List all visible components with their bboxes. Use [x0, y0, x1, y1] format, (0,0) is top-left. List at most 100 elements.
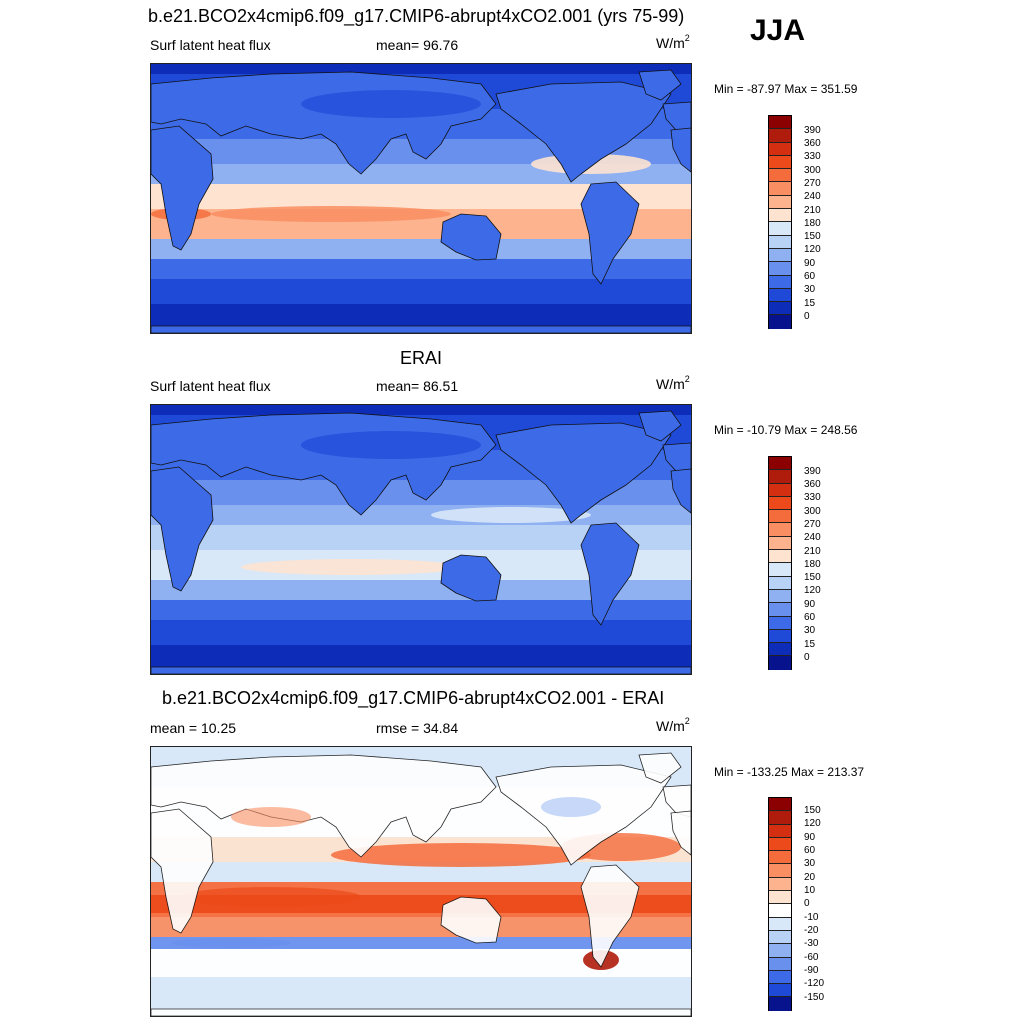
colorbar-tick: 330 [804, 492, 821, 503]
colorbar-swatch [769, 142, 791, 156]
colorbar-tick: 0 [804, 311, 810, 322]
colorbar-swatch [769, 523, 791, 537]
colorbar-swatch [769, 262, 791, 276]
colorbar-tick: -20 [804, 925, 819, 936]
colorbar-tick: -30 [804, 938, 819, 949]
colorbar-swatch [769, 851, 791, 865]
colorbar-tick: 10 [804, 885, 816, 896]
colorbar-tick: 360 [804, 479, 821, 490]
colorbar-tick: 390 [804, 125, 821, 136]
panel-title: ERAI [400, 348, 443, 368]
mean-label: mean= 86.51 [376, 378, 459, 394]
colorbar-tick: 30 [804, 625, 816, 636]
colorbar-swatch [769, 616, 791, 630]
colorbar-swatch [769, 656, 791, 670]
colorbar-swatch [769, 589, 791, 604]
colorbar-swatch [769, 904, 791, 918]
colorbar-tick: 30 [804, 858, 816, 869]
colorbar-swatch [769, 155, 791, 170]
colorbar-tick: 180 [804, 218, 821, 229]
map-diff [150, 746, 692, 1017]
map-model [150, 63, 692, 334]
map-obs [150, 404, 692, 675]
colorbar-swatch [769, 837, 791, 852]
colorbar-tick: 180 [804, 559, 821, 570]
colorbar-tick: 210 [804, 205, 821, 216]
colorbar-swatch [769, 195, 791, 210]
colorbar-swatch [769, 550, 791, 564]
colorbar-tick: 90 [804, 599, 816, 610]
units-label: W/m2 [656, 716, 690, 734]
colorbar-tick: 240 [804, 532, 821, 543]
colorbar-swatch [769, 129, 791, 143]
colorbar-swatch [769, 997, 791, 1011]
colorbar-swatch [769, 510, 791, 524]
colorbar-tick: 240 [804, 191, 821, 202]
colorbar-obs [768, 456, 792, 670]
colorbar-swatch [769, 169, 791, 183]
colorbar-tick: 0 [804, 898, 810, 909]
colorbar-swatch [769, 643, 791, 657]
colorbar-tick: 390 [804, 466, 821, 477]
mean-label: mean = 10.25 [150, 720, 237, 736]
colorbar-tick: -60 [804, 952, 819, 963]
colorbar-tick: 150 [804, 231, 821, 242]
min-max-label: Min = -87.97 Max = 351.59 [714, 82, 858, 96]
colorbar-tick: 360 [804, 138, 821, 149]
colorbar-tick: 150 [804, 572, 821, 583]
colorbar-swatch [769, 811, 791, 825]
colorbar-tick: 90 [804, 832, 816, 843]
colorbar-swatch [769, 576, 791, 590]
min-max-label: Min = -10.79 Max = 248.56 [714, 423, 858, 437]
colorbar-tick: -10 [804, 912, 819, 923]
colorbar-tick: 30 [804, 284, 816, 295]
colorbar-swatch [769, 288, 791, 303]
panel-title: b.e21.BCO2x4cmip6.f09_g17.CMIP6-abrupt4x… [148, 6, 685, 26]
colorbar-tick: -150 [804, 992, 825, 1003]
colorbar-swatch [769, 970, 791, 985]
colorbar-tick: 0 [804, 652, 810, 663]
colorbar-swatch [769, 824, 791, 838]
colorbar-swatch [769, 798, 791, 812]
colorbar-tick: 15 [804, 639, 816, 650]
colorbar-swatch [769, 470, 791, 484]
colorbar-swatch [769, 877, 791, 892]
colorbar-swatch [769, 457, 791, 471]
colorbar-diff [768, 797, 792, 1011]
colorbar-swatch [769, 116, 791, 130]
colorbar-tick: 60 [804, 612, 816, 623]
colorbar-swatch [769, 930, 791, 945]
colorbar-swatch [769, 302, 791, 316]
colorbar-swatch [769, 864, 791, 878]
colorbar-swatch [769, 182, 791, 196]
colorbar-swatch [769, 563, 791, 577]
colorbar-tick: 300 [804, 506, 821, 517]
colorbar-swatch [769, 275, 791, 289]
colorbar-swatch [769, 603, 791, 617]
colorbar-swatch [769, 248, 791, 263]
colorbar-swatch [769, 984, 791, 998]
colorbar-tick: 210 [804, 546, 821, 557]
colorbar-tick: 270 [804, 178, 821, 189]
colorbar-tick: 60 [804, 271, 816, 282]
colorbar-swatch [769, 944, 791, 958]
colorbar-tick: 120 [804, 585, 821, 596]
colorbar-swatch [769, 209, 791, 223]
colorbar-swatch [769, 957, 791, 971]
colorbar-swatch [769, 891, 791, 905]
variable-label: Surf latent heat flux [150, 378, 271, 394]
colorbar-swatch [769, 629, 791, 644]
colorbar-tick: 120 [804, 818, 821, 829]
rmse-label: rmse = 34.84 [376, 720, 459, 736]
colorbar-tick: 90 [804, 258, 816, 269]
units-label: W/m2 [656, 374, 690, 392]
colorbar-tick: 150 [804, 805, 821, 816]
colorbar-swatch [769, 235, 791, 249]
colorbar-model [768, 115, 792, 329]
colorbar-tick: 20 [804, 872, 816, 883]
colorbar-tick: 300 [804, 165, 821, 176]
colorbar-swatch [769, 315, 791, 329]
colorbar-swatch [769, 496, 791, 511]
colorbar-tick: 270 [804, 519, 821, 530]
colorbar-swatch [769, 917, 791, 931]
